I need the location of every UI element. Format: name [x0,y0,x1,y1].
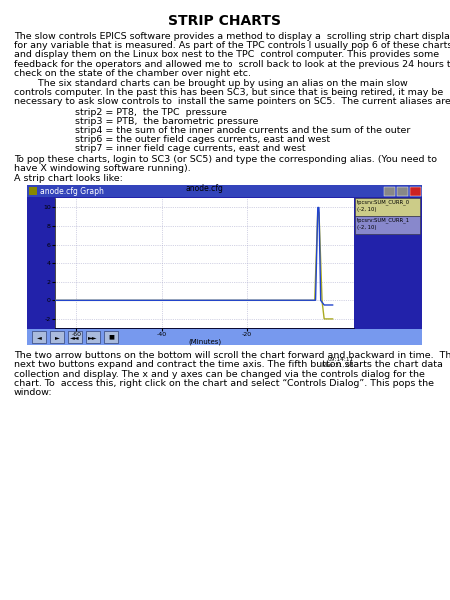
Text: ■: ■ [108,335,114,340]
Text: The six standard charts can be brought up by using an alias on the main slow: The six standard charts can be brought u… [14,79,408,88]
Text: STRIP CHARTS: STRIP CHARTS [168,14,282,28]
Text: strip6 = the outer field cages currents, east and west: strip6 = the outer field cages currents,… [75,135,330,144]
Bar [410,187,421,196]
Text: anode.cfg Graph: anode.cfg Graph [40,187,104,196]
Text: strip3 = PTB,  the barometric pressure: strip3 = PTB, the barometric pressure [75,117,258,126]
Bar [29,187,37,195]
Text: ◄: ◄ [36,335,41,340]
Text: chart. To  access this, right click on the chart and select “Controls Dialog”. T: chart. To access this, right click on th… [14,379,434,388]
Bar [86,331,100,343]
Bar [104,331,118,343]
Text: ►: ► [54,335,59,340]
X-axis label: (Minutes): (Minutes) [188,339,221,345]
Bar [68,331,82,343]
Text: for any variable that is measured. As part of the TPC controls I usually pop 6 o: for any variable that is measured. As pa… [14,41,450,50]
Text: anode.cfg: anode.cfg [185,184,224,193]
Bar [27,185,422,345]
Bar [355,198,420,216]
Bar [384,187,395,196]
Text: window:: window: [14,388,53,397]
Bar [397,187,408,196]
Text: strip4 = the sum of the inner anode currents and the sum of the outer: strip4 = the sum of the inner anode curr… [75,126,410,135]
Text: The two arrow buttons on the bottom will scroll the chart forward and backward i: The two arrow buttons on the bottom will… [14,351,450,360]
Text: tpcsrv:SUM_CURR_1
(-2, 10): tpcsrv:SUM_CURR_1 (-2, 10) [357,218,410,230]
Text: A strip chart looks like:: A strip chart looks like: [14,174,123,183]
Text: collection and display. The x and y axes can be changed via the controls dialog : collection and display. The x and y axes… [14,370,425,379]
Text: feedback for the operators and allowed me to  scroll back to look at the previou: feedback for the operators and allowed m… [14,59,450,68]
Text: and display them on the Linux box nest to the TPC  control computer. This provid: and display them on the Linux box nest t… [14,50,439,59]
Text: 09:14:11
Mar 31, 08: 09:14:11 Mar 31, 08 [322,357,354,368]
Text: To pop these charts, login to SC3 (or SC5) and type the corresponding alias. (Yo: To pop these charts, login to SC3 (or SC… [14,155,437,164]
Bar [27,329,422,345]
Text: have X windowing software running).: have X windowing software running). [14,164,191,173]
Bar [27,185,422,197]
Text: ◄◄: ◄◄ [70,335,80,340]
Text: The slow controls EPICS software provides a method to display a  scrolling strip: The slow controls EPICS software provide… [14,32,450,41]
Bar [355,216,420,234]
Text: tpcsrv:SUM_CURR_0
(-2, 10): tpcsrv:SUM_CURR_0 (-2, 10) [357,200,410,212]
Bar [50,331,64,343]
Text: controls computer. In the past this has been SC3, but since that is being retire: controls computer. In the past this has … [14,88,443,97]
Bar [32,331,46,343]
Text: strip2 = PT8,  the TPC  pressure: strip2 = PT8, the TPC pressure [75,107,227,116]
Text: strip7 = inner field cage currents, east and west: strip7 = inner field cage currents, east… [75,145,306,154]
Text: check on the state of the chamber over night etc.: check on the state of the chamber over n… [14,69,251,78]
Bar [55,198,354,328]
Text: ►►: ►► [88,335,98,340]
Text: necessary to ask slow controls to  install the same pointers on SC5.  The curren: necessary to ask slow controls to instal… [14,97,450,106]
Text: next two buttons expand and contract the time axis. The fifth button starts the : next two buttons expand and contract the… [14,361,443,370]
